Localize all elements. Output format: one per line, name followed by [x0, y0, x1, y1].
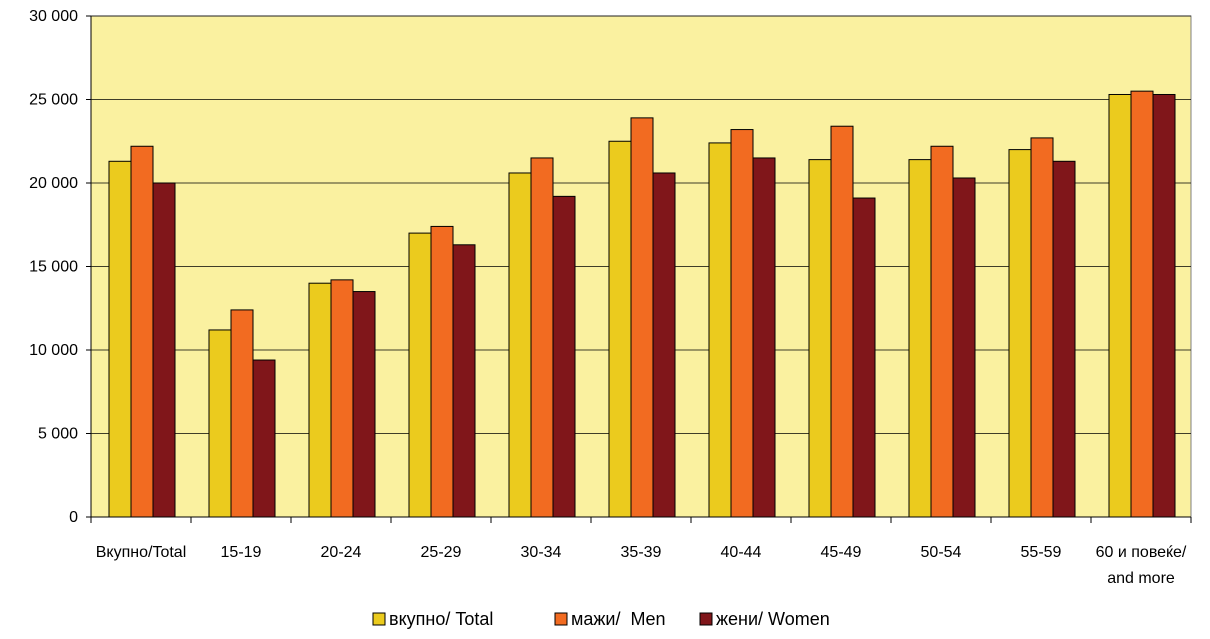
bar — [1130, 90, 1154, 518]
bar — [1052, 160, 1076, 518]
bar — [1108, 93, 1132, 518]
legend-label: жени/ Women — [716, 609, 830, 629]
bar — [808, 159, 832, 518]
bar — [530, 157, 554, 518]
bar — [352, 291, 376, 518]
legend-label: вкупно/ Total — [389, 609, 493, 629]
bar — [908, 159, 932, 518]
y-tick-label: 25 000 — [29, 92, 78, 109]
legend-swatch — [699, 612, 713, 626]
bar — [330, 279, 354, 518]
x-tick-label: 45-49 — [821, 544, 862, 561]
x-tick-label: 20-24 — [321, 544, 362, 561]
x-tick-label: 60 и повеќе/and more — [1096, 544, 1187, 587]
bar — [152, 182, 176, 518]
x-tick-label: 40-44 — [721, 544, 762, 561]
y-tick-label: 0 — [69, 509, 78, 526]
bar — [130, 145, 154, 518]
bar — [608, 140, 632, 518]
bar — [730, 129, 754, 518]
bar — [952, 177, 976, 518]
legend-swatch — [554, 612, 568, 626]
bar — [752, 157, 776, 518]
bar — [108, 160, 132, 518]
x-tick-label: 35-39 — [621, 544, 662, 561]
y-tick-label: 10 000 — [29, 342, 78, 359]
x-tick-label: Вкупно/Total — [96, 544, 187, 561]
y-tick-label: 20 000 — [29, 175, 78, 192]
bar — [408, 232, 432, 518]
y-tick-label: 30 000 — [29, 8, 78, 25]
x-tick-label: 55-59 — [1021, 544, 1062, 561]
bar — [208, 329, 232, 518]
x-tick-label: 25-29 — [421, 544, 462, 561]
x-tick-label: 50-54 — [921, 544, 962, 561]
bar — [452, 244, 476, 518]
bar — [1008, 149, 1032, 518]
bar — [308, 282, 332, 518]
bar — [252, 359, 276, 518]
bar — [508, 172, 532, 518]
bar — [930, 145, 954, 518]
bar — [230, 309, 254, 518]
x-tick-label: 30-34 — [521, 544, 562, 561]
bar — [630, 117, 654, 518]
bar — [552, 195, 576, 518]
y-tick-label: 15 000 — [29, 259, 78, 276]
legend-swatch — [372, 612, 386, 626]
bar — [1152, 93, 1176, 518]
bar — [1030, 137, 1054, 518]
y-tick-label: 5 000 — [38, 426, 78, 443]
bar — [708, 142, 732, 518]
bar — [430, 225, 454, 518]
bar — [852, 197, 876, 518]
legend-label: мажи/ Men — [571, 609, 666, 629]
bar — [652, 172, 676, 518]
x-tick-label: 15-19 — [221, 544, 262, 561]
bar — [830, 125, 854, 518]
